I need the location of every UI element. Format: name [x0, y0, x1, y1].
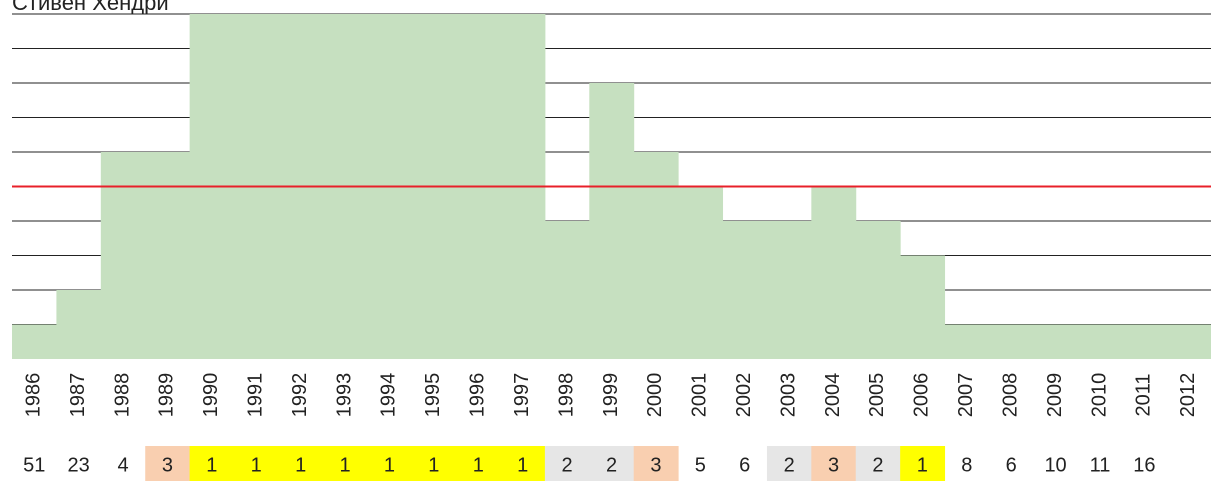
area-step: [633, 152, 679, 359]
area-step: [1033, 324, 1079, 359]
rank-label: 1: [428, 454, 439, 476]
rank-label: 1: [295, 454, 306, 476]
rank-label: 2: [562, 454, 573, 476]
rank-label: 2: [784, 454, 795, 476]
rank-label: 10: [1044, 454, 1066, 476]
x-tick-label: 2008: [999, 373, 1021, 418]
rank-label: 1: [473, 454, 484, 476]
x-tick-label: 2001: [689, 373, 711, 418]
area-step: [544, 221, 590, 359]
x-tick-label: 1993: [333, 373, 355, 418]
rank-label: 1: [384, 454, 395, 476]
x-tick-label: 2006: [911, 373, 933, 418]
rank-cell: [234, 446, 279, 481]
x-tick-label: 1995: [422, 373, 444, 418]
area-step: [766, 221, 812, 359]
rank-cell: [766, 446, 812, 481]
rank-label: 6: [739, 454, 750, 476]
area-step: [145, 152, 191, 359]
area-step: [1122, 324, 1168, 359]
x-tick-label: 2003: [777, 373, 799, 418]
area-step: [900, 255, 946, 359]
area-step: [855, 221, 901, 359]
x-tick-label: 1996: [467, 373, 489, 418]
area-step: [100, 152, 146, 359]
area-step: [1166, 324, 1211, 359]
rank-label: 23: [67, 454, 89, 476]
x-tick-label: 1998: [555, 373, 577, 418]
rank-label: 1: [917, 454, 928, 476]
x-tick-label: 2005: [866, 373, 888, 418]
rank-label: 5: [695, 454, 706, 476]
x-tick-label: 2010: [1088, 373, 1110, 418]
rank-cell: [189, 446, 235, 481]
rank-label: 51: [23, 454, 45, 476]
area-step: [56, 290, 102, 359]
x-tick-label: 2012: [1177, 373, 1199, 418]
rank-cell: [278, 446, 324, 481]
rank-cell: [456, 446, 501, 481]
x-tick-label: 1990: [200, 373, 222, 418]
x-tick-label: 1991: [245, 373, 267, 418]
rank-cell: [500, 446, 546, 481]
rank-cell: [145, 446, 191, 481]
x-tick-label: 1986: [22, 373, 44, 418]
rank-label: 3: [650, 454, 661, 476]
rank-label: 1: [206, 454, 217, 476]
x-tick-label: 2004: [822, 373, 844, 418]
area-step: [589, 83, 635, 359]
area-step: [988, 324, 1034, 359]
rank-label: 4: [117, 454, 128, 476]
area-step: [944, 324, 990, 359]
rank-label: 11: [1090, 454, 1111, 476]
rank-cell: [544, 446, 590, 481]
rank-label: 1: [517, 454, 528, 476]
x-tick-label: 1988: [111, 373, 133, 418]
rank-cell: [855, 446, 901, 481]
x-tick-label: 2011: [1133, 373, 1155, 416]
rank-label: 3: [828, 454, 839, 476]
area-step: [811, 186, 857, 359]
area-step: [678, 186, 724, 359]
area-step: [1077, 324, 1123, 359]
x-tick-label: 1999: [600, 373, 622, 418]
rank-label: 6: [1006, 454, 1017, 476]
rank-cell: [367, 446, 413, 481]
chart-title: Стивен Хендри: [12, 0, 169, 15]
area-step: [722, 221, 768, 359]
rank-cell: [322, 446, 368, 481]
rank-cell: [811, 446, 857, 481]
rank-cell: [633, 446, 679, 481]
x-tick-label: 1997: [511, 373, 533, 418]
x-tick-label: 1989: [156, 373, 178, 418]
rank-label: 3: [162, 454, 173, 476]
rank-label: 8: [961, 454, 972, 476]
x-tick-label: 2002: [733, 373, 755, 418]
x-tick-label: 2009: [1044, 373, 1066, 418]
area-step: [12, 324, 57, 359]
x-tick-label: 2000: [644, 373, 666, 418]
x-tick-label: 1992: [289, 373, 311, 418]
x-tick-label: 1994: [378, 373, 400, 418]
x-tick-label: 2007: [955, 373, 977, 418]
rank-cell: [411, 446, 457, 481]
rank-cell: [900, 446, 946, 481]
rank-label: 16: [1133, 454, 1155, 476]
rank-label: 2: [606, 454, 617, 476]
rank-label: 2: [872, 454, 883, 476]
rank-label: 1: [251, 454, 262, 476]
rank-label: 1: [339, 454, 350, 476]
x-tick-label: 1987: [67, 373, 89, 418]
rank-cell: [589, 446, 635, 481]
